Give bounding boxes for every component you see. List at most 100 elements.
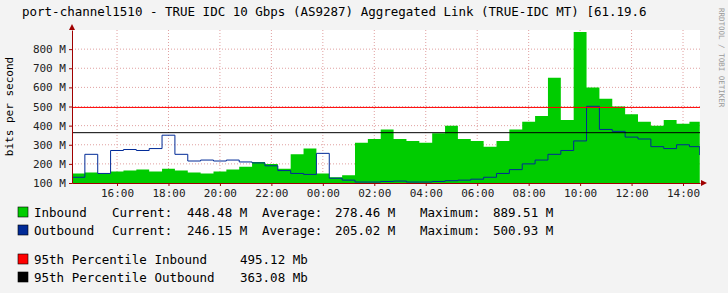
legend-stat-label: Average: bbox=[262, 205, 322, 220]
y-tick-label: 500 M bbox=[33, 101, 66, 114]
y-tick-mark bbox=[69, 126, 72, 127]
y-tick-label: 200 M bbox=[33, 158, 66, 171]
x-tick-label: 20:00 bbox=[204, 187, 237, 200]
y-tick-mark bbox=[69, 49, 72, 50]
x-tick-label: 02:00 bbox=[358, 187, 391, 200]
grid-line-x bbox=[271, 30, 272, 183]
plot-area bbox=[72, 32, 700, 183]
percentile-line bbox=[72, 107, 700, 108]
legend-stat-value: 500.93 M bbox=[493, 223, 553, 238]
grid-line-x bbox=[117, 30, 118, 183]
x-tick-label: 00:00 bbox=[307, 187, 340, 200]
x-tick-mark bbox=[168, 183, 169, 186]
x-tick-label: 16:00 bbox=[101, 187, 134, 200]
legend-swatch bbox=[18, 225, 28, 235]
y-axis-arrow bbox=[69, 24, 75, 30]
x-tick: 12:00 bbox=[616, 183, 649, 200]
watermark: RRDTOOL / TOBI OETIKER bbox=[717, 8, 726, 108]
x-tick: 16:00 bbox=[101, 183, 134, 200]
x-tick-label: 08:00 bbox=[513, 187, 546, 200]
x-tick: 04:00 bbox=[410, 183, 443, 200]
x-tick: 20:00 bbox=[204, 183, 237, 200]
x-axis-line bbox=[73, 183, 701, 184]
legend-stat-value: 495.12 Mb bbox=[240, 252, 308, 267]
y-tick-mark bbox=[69, 164, 72, 165]
y-tick-label: 600 M bbox=[33, 81, 66, 94]
y-tick: 200 M bbox=[33, 158, 72, 171]
x-tick: 22:00 bbox=[255, 183, 288, 200]
y-tick: 100 M bbox=[33, 177, 72, 190]
legend-label: Inbound bbox=[34, 205, 87, 220]
x-tick: 14:00 bbox=[667, 183, 700, 200]
grid-line-x bbox=[322, 30, 323, 183]
y-tick: 300 M bbox=[33, 139, 72, 152]
y-tick-label: 700 M bbox=[33, 62, 66, 75]
background bbox=[0, 0, 728, 293]
x-tick-mark bbox=[271, 183, 272, 186]
x-tick-label: 18:00 bbox=[152, 187, 185, 200]
x-tick-label: 04:00 bbox=[410, 187, 443, 200]
legend-stat-value: 278.46 M bbox=[335, 205, 395, 220]
x-tick-label: 06:00 bbox=[461, 187, 494, 200]
x-tick: 02:00 bbox=[358, 183, 391, 200]
y-tick-mark bbox=[69, 145, 72, 146]
legend-stat-value: 246.15 M bbox=[187, 223, 247, 238]
x-tick-label: 22:00 bbox=[255, 187, 288, 200]
x-tick-mark bbox=[426, 183, 427, 186]
grid-line-x bbox=[219, 30, 220, 183]
y-tick: 800 M bbox=[33, 43, 72, 56]
x-tick-mark bbox=[117, 183, 118, 186]
y-tick-label: 300 M bbox=[33, 139, 66, 152]
legend: Inbound Current: 448.48 M Average: 278.46 M M… bbox=[18, 205, 553, 285]
x-axis: 16:00 18:00 20:00 22:00 00:00 02:00 04:00 06:00… bbox=[73, 183, 701, 200]
legend-stat-value: 889.51 M bbox=[493, 205, 553, 220]
y-tick: 700 M bbox=[33, 62, 72, 75]
grid-line-y bbox=[72, 68, 700, 69]
y-tick: 400 M bbox=[33, 120, 72, 133]
x-tick: 00:00 bbox=[307, 183, 340, 200]
x-tick-mark bbox=[220, 183, 221, 186]
percentile-line bbox=[72, 132, 700, 133]
y-tick-label: 100 M bbox=[33, 177, 66, 190]
legend-label: 95th Percentile Inbound bbox=[34, 252, 207, 267]
x-tick-label: 12:00 bbox=[616, 187, 649, 200]
y-tick: 600 M bbox=[33, 81, 72, 94]
x-tick-mark bbox=[529, 183, 530, 186]
legend-stat-value: 205.02 M bbox=[335, 223, 395, 238]
y-tick-mark bbox=[69, 183, 72, 184]
legend-stat-value: 363.08 Mb bbox=[240, 270, 308, 285]
legend-label: Outbound bbox=[34, 223, 94, 238]
y-tick-mark bbox=[69, 68, 72, 69]
legend-stat-value: 448.48 M bbox=[187, 205, 247, 220]
x-axis-arrow bbox=[701, 180, 707, 186]
y-axis: 100 M 200 M 300 M 400 M 500 M 600 M 700 M 800 M bbox=[33, 31, 73, 191]
grid-line-y bbox=[72, 49, 700, 50]
x-tick-mark bbox=[323, 183, 324, 186]
legend-stat-label: Maximum: bbox=[420, 205, 480, 220]
x-tick: 08:00 bbox=[513, 183, 546, 200]
x-tick-mark bbox=[683, 183, 684, 186]
series-area bbox=[72, 32, 700, 183]
legend-swatch bbox=[18, 254, 28, 264]
x-tick: 18:00 bbox=[152, 183, 185, 200]
legend-swatch bbox=[18, 207, 28, 217]
legend-stat-label: Current: bbox=[112, 223, 172, 238]
legend-label: 95th Percentile Outbound bbox=[34, 270, 215, 285]
y-axis-line bbox=[72, 31, 73, 184]
y-axis-title: bits per second bbox=[3, 57, 16, 156]
x-tick-mark bbox=[374, 183, 375, 186]
x-tick: 06:00 bbox=[461, 183, 494, 200]
x-tick-label: 10:00 bbox=[564, 187, 597, 200]
x-tick-mark bbox=[632, 183, 633, 186]
chart: 100 M 200 M 300 M 400 M 500 M 600 M 700 M 800 M… bbox=[0, 0, 728, 293]
x-tick-label: 14:00 bbox=[667, 187, 700, 200]
legend-stat-label: Maximum: bbox=[420, 223, 480, 238]
x-tick-mark bbox=[580, 183, 581, 186]
y-tick-mark bbox=[69, 107, 72, 108]
grid-line-y bbox=[72, 87, 700, 88]
y-tick-label: 800 M bbox=[33, 43, 66, 56]
x-tick: 10:00 bbox=[564, 183, 597, 200]
series-line bbox=[72, 106, 700, 182]
y-tick-mark bbox=[69, 87, 72, 88]
y-tick: 500 M bbox=[33, 101, 72, 114]
